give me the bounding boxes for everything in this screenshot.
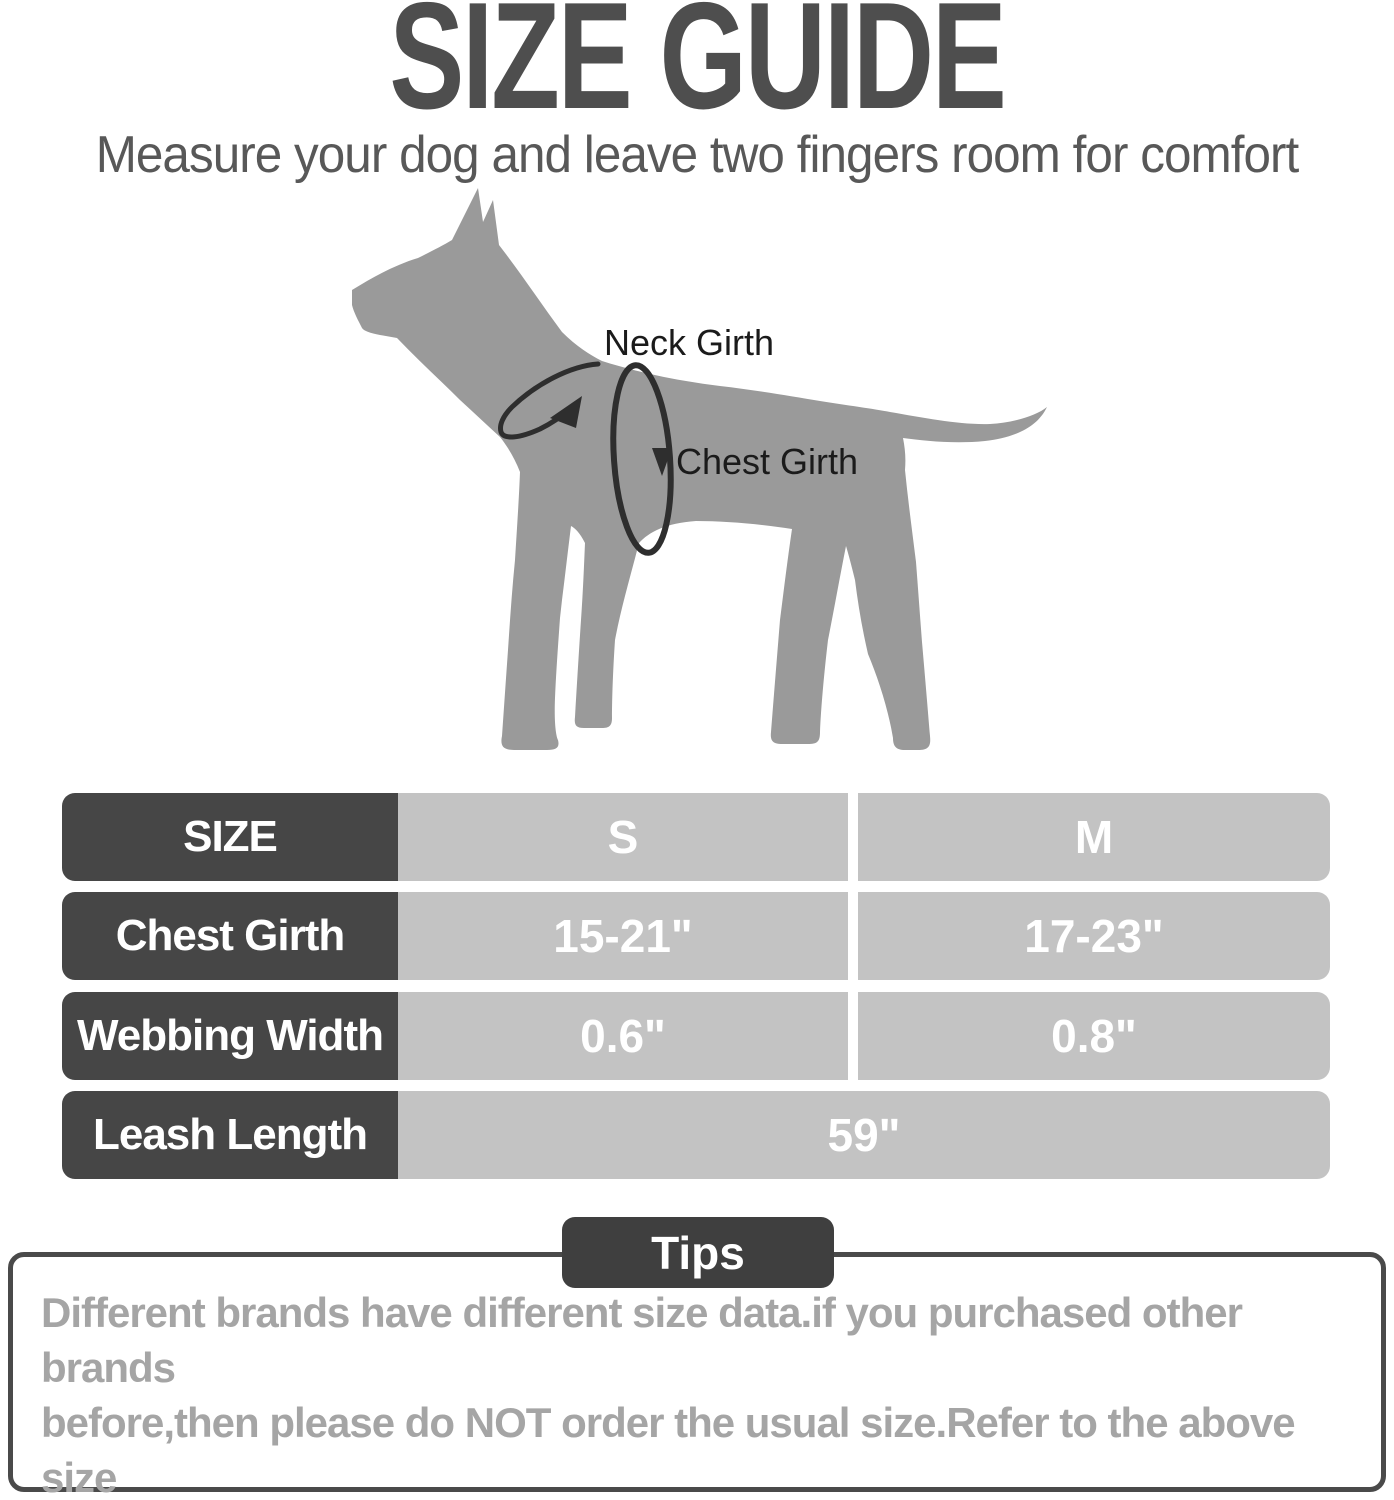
neck-girth-label: Neck Girth <box>604 322 775 363</box>
table-row-webbing-width: Webbing Width 0.6" 0.8" <box>62 992 1330 1080</box>
tips-box: Different brands have different size dat… <box>8 1252 1386 1500</box>
chest-girth-s-cell: 15-21" <box>398 892 848 980</box>
column-divider <box>848 992 858 1080</box>
column-divider <box>848 793 858 881</box>
webbing-width-s-cell: 0.6" <box>398 992 848 1080</box>
dog-measurement-diagram <box>340 180 1060 780</box>
webbing-width-m-cell: 0.8" <box>858 992 1330 1080</box>
size-m-cell: M <box>858 793 1330 881</box>
chest-girth-row-header: Chest Girth <box>62 892 398 980</box>
chest-girth-ellipse <box>610 362 674 556</box>
chest-girth-label: Chest Girth <box>676 441 859 482</box>
neck-girth-arc <box>498 361 601 440</box>
table-row-size: SIZE S M <box>62 793 1330 881</box>
chest-girth-arrowhead <box>652 448 672 476</box>
webbing-width-row-header: Webbing Width <box>62 992 398 1080</box>
leash-length-value-cell: 59" <box>398 1091 1330 1179</box>
table-row-chest-girth: Chest Girth 15-21" 17-23" <box>62 892 1330 980</box>
size-s-cell: S <box>398 793 848 881</box>
page-title: SIZE GUIDE <box>389 0 1007 141</box>
tips-badge: Tips <box>562 1217 834 1288</box>
neck-girth-arrowhead <box>550 396 582 428</box>
leash-length-row-header: Leash Length <box>62 1091 398 1179</box>
table-row-leash-length: Leash Length 59" <box>62 1091 1330 1179</box>
dog-silhouette <box>352 188 1047 750</box>
page-subtitle: Measure your dog and leave two fingers r… <box>95 126 1300 184</box>
tips-text: Different brands have different size dat… <box>41 1289 1296 1500</box>
size-row-header: SIZE <box>62 793 398 881</box>
column-divider <box>848 892 858 980</box>
chest-girth-m-cell: 17-23" <box>858 892 1330 980</box>
